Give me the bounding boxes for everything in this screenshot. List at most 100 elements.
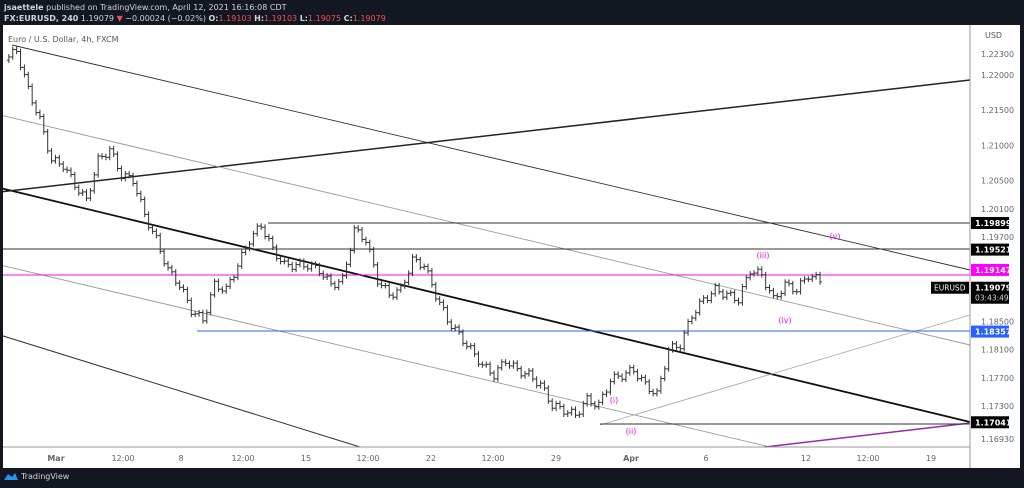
- ohlc-bar: [158, 232, 163, 255]
- time-tick: 12:00: [481, 454, 504, 463]
- price-tick: 1.18100: [981, 346, 1014, 355]
- price-tick: 1.17700: [981, 374, 1014, 383]
- ohlc-bar: [612, 371, 617, 385]
- ohlc-bar: [608, 378, 613, 395]
- ohlc-bar: [259, 223, 264, 231]
- footer: TradingView: [4, 469, 69, 483]
- ohlc-bar: [472, 342, 477, 357]
- price-chart[interactable]: Euro / U.S. Dollar, 4h, FXCM 1.22300 1.22…: [3, 25, 1020, 468]
- ohlc-bar: [592, 400, 597, 410]
- ohlc-bar: [647, 379, 652, 395]
- ohlc-bar: [49, 148, 54, 164]
- ohlc-bar: [806, 276, 811, 283]
- ohlc-bar: [589, 392, 594, 407]
- ohlc-bar: [61, 161, 66, 173]
- ohlc-bar: [798, 278, 803, 295]
- ohlc-bar: [689, 315, 694, 325]
- price-tick: 1.20100: [981, 205, 1014, 214]
- ohlc-bar: [92, 172, 97, 194]
- ohlc-bar: [127, 171, 132, 179]
- ohlc-bar: [309, 261, 314, 272]
- ohlc-bar: [123, 171, 128, 182]
- ohlc-bar: [352, 225, 357, 254]
- chart-panel[interactable]: Euro / U.S. Dollar, 4h, FXCM 1.22300 1.22…: [3, 25, 1020, 468]
- ohlc-bar: [752, 270, 757, 277]
- ohlc-bar: [655, 388, 659, 397]
- price-tick: 1.22000: [981, 71, 1014, 80]
- ohlc-bar: [453, 324, 458, 332]
- ohlc-bar: [662, 366, 667, 382]
- ohlc-bar: [476, 351, 481, 368]
- ohlc-bar: [115, 151, 120, 172]
- symbol-label-bg: [931, 281, 969, 294]
- ohlc-bar: [783, 279, 788, 297]
- ohlc-bar: [371, 246, 376, 268]
- open-label: O:: [208, 14, 219, 23]
- ohlc-bar: [181, 284, 186, 293]
- ohlc-bar: [402, 279, 407, 289]
- channel-upper-line: [11, 44, 971, 271]
- ohlc-bar: [10, 46, 15, 60]
- ohlc-bar: [422, 263, 427, 271]
- ohlc-bar: [441, 299, 446, 311]
- ohlc-bar: [166, 260, 170, 271]
- time-tick: 6: [703, 454, 708, 463]
- ohlc-bar: [519, 365, 524, 379]
- ohlc-bar: [80, 189, 85, 196]
- open-value: 1.19103: [218, 14, 252, 23]
- channel-median-line: [3, 187, 971, 423]
- publisher[interactable]: jsaettele: [4, 3, 44, 12]
- price-label-bg: [971, 416, 1009, 429]
- countdown-label: 03:43:49: [975, 294, 1009, 303]
- time-tick: 22: [426, 454, 436, 463]
- ohlc-bar: [546, 385, 551, 404]
- ohlc-bar: [569, 406, 574, 416]
- ohlc-bar: [631, 364, 636, 375]
- wave-label: (i): [610, 396, 618, 405]
- ohlc-bar: [367, 239, 372, 253]
- price-tick: 1.22300: [981, 50, 1014, 59]
- price-tick: 1.18500: [981, 318, 1014, 327]
- last-price-bg: [971, 281, 1009, 304]
- ohlc-bar: [674, 341, 679, 351]
- ohlc-bar: [810, 273, 815, 283]
- time-tick: 8: [178, 454, 183, 463]
- ohlc-bar: [96, 153, 101, 178]
- purple-trendline: [764, 422, 971, 448]
- ohlc-bar: [185, 286, 190, 304]
- ohlc-bar: [270, 235, 275, 250]
- ohlc-bar: [57, 154, 62, 167]
- ohlc-bar: [173, 269, 178, 286]
- price-label: 1.19521: [975, 246, 1012, 255]
- time-tick: 12:00: [356, 454, 379, 463]
- price-label-bg: [971, 325, 1009, 338]
- ohlc-bar: [418, 256, 423, 271]
- ohlc-bar: [154, 228, 159, 239]
- ohlc-bar: [759, 266, 764, 278]
- ohlc-bar: [639, 374, 644, 382]
- support-trendline: [599, 314, 971, 426]
- ohlc-bar: [266, 233, 271, 242]
- ohlc-bar: [321, 270, 326, 280]
- time-tick: Mar: [47, 454, 64, 463]
- ohlc-bar: [212, 278, 217, 298]
- ohlc-bar: [45, 128, 50, 154]
- price-label: 1.19899: [975, 219, 1012, 228]
- ohlc-bar: [208, 292, 213, 316]
- ohlc-bar: [387, 282, 392, 298]
- ohlc-bar: [329, 273, 333, 287]
- price-label-bg: [971, 243, 1009, 256]
- trendline-rising: [3, 79, 971, 193]
- ohlc-bar: [620, 373, 625, 383]
- ohlc-bar: [755, 266, 760, 276]
- ohlc-bar: [779, 290, 784, 300]
- ohlc-bar: [356, 225, 361, 233]
- ohlc-bar: [480, 361, 485, 368]
- price-label-bg: [971, 263, 1009, 276]
- ohlc-bar: [41, 113, 46, 135]
- change: −0.00024 (−0.02%): [125, 14, 206, 23]
- symbol: FX:EURUSD, 240: [4, 14, 79, 23]
- ohlc-bar: [775, 292, 780, 300]
- time-tick: 15: [301, 454, 311, 463]
- ohlc-bar: [724, 290, 729, 301]
